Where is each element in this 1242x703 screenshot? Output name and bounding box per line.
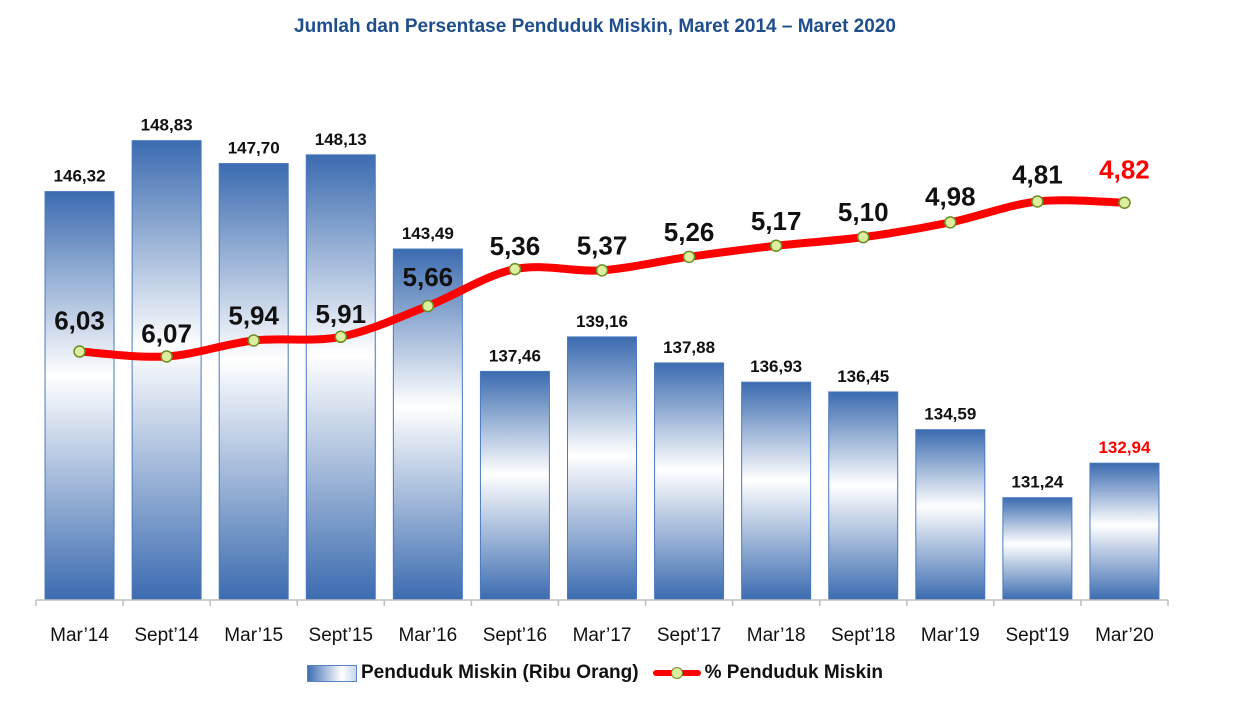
- line-value-label: 5,10: [838, 197, 889, 227]
- x-axis-tick-label: Sept’15: [309, 625, 373, 646]
- legend: Penduduk Miskin (Ribu Orang) % Penduduk …: [0, 662, 1190, 684]
- line-value-label: 5,91: [315, 299, 366, 329]
- line-point-marker: [682, 250, 696, 264]
- x-axis-tick-label: Sept’17: [657, 625, 721, 646]
- line-point-marker: [769, 239, 783, 253]
- line-point-marker: [160, 350, 173, 363]
- legend-item-line: % Penduduk Miskin: [652, 662, 884, 684]
- bar: [1002, 497, 1073, 601]
- x-axis-tick-labels: Mar’14 Sept’14 Mar’15 Sept’15 Mar’16 Sept’16 M…: [50, 625, 1154, 646]
- line-value-label: 5,17: [751, 206, 802, 236]
- bar: [741, 381, 812, 601]
- x-axis-tick-label: Sept'19: [1005, 625, 1069, 646]
- line-value-label: 4,82: [1099, 155, 1150, 185]
- bar-value-label: 132,94: [1098, 438, 1151, 457]
- bar-value-label: 143,49: [402, 224, 454, 243]
- bar-series: [44, 140, 1160, 601]
- line-point-marker: [1118, 196, 1131, 209]
- line-value-label: 4,98: [925, 181, 976, 211]
- bar-value-label: 137,88: [663, 338, 715, 357]
- bar: [131, 140, 202, 601]
- line-point-marker: [508, 262, 522, 276]
- line-point-marker: [856, 230, 870, 244]
- line-point-marker: [73, 345, 86, 358]
- bar-value-label: 136,45: [837, 367, 889, 386]
- legend-line-swatch: [652, 666, 701, 680]
- line-value-labels: 6,03 6,07 5,94 5,91 5,66 5,36 5,37 5,26 5,17 5,10…: [54, 155, 1150, 349]
- bar: [915, 429, 986, 601]
- line-series: [73, 195, 1131, 363]
- bar: [305, 154, 376, 601]
- bar: [1089, 462, 1160, 601]
- bar-value-label: 131,24: [1011, 473, 1064, 492]
- legend-item-bars: Penduduk Miskin (Ribu Orang): [306, 662, 639, 684]
- bar-value-label: 146,32: [54, 167, 106, 186]
- x-axis-tick-label: Mar’14: [50, 625, 109, 646]
- bar-value-label: 134,59: [924, 405, 976, 424]
- bar-value-label: 139,16: [576, 312, 628, 331]
- line-value-label: 4,81: [1012, 159, 1063, 189]
- line-point-marker: [944, 216, 957, 229]
- line-point-marker: [595, 264, 609, 277]
- x-axis-tick-label: Mar’18: [747, 625, 806, 646]
- x-axis-tick-label: Mar’19: [921, 625, 980, 646]
- line-point-marker: [247, 334, 260, 347]
- x-axis-tick-label: Mar’20: [1095, 625, 1154, 646]
- bar-value-label: 148,83: [141, 116, 193, 135]
- legend-bar-swatch: [306, 664, 357, 682]
- bar: [567, 336, 637, 601]
- line-value-label: 5,66: [403, 262, 454, 292]
- bar: [218, 163, 289, 601]
- line-point-marker: [334, 330, 348, 344]
- line-value-label: 5,94: [228, 300, 279, 330]
- bar: [44, 191, 115, 601]
- bar-value-label: 137,46: [489, 346, 541, 365]
- x-axis-tick-label: Sept’14: [134, 625, 199, 646]
- line-value-label: 5,26: [664, 217, 715, 247]
- legend-bar-label: Penduduk Miskin (Ribu Orang): [360, 662, 639, 683]
- bar: [654, 362, 725, 601]
- x-axis-tick-label: Mar’16: [398, 625, 457, 646]
- bar-value-labels: 146,32 148,83 147,70 148,13 143,49 137,46 139,…: [54, 116, 1151, 492]
- x-axis-tick-label: Sept’18: [831, 625, 895, 646]
- line-point-marker: [1031, 195, 1044, 208]
- bar-value-label: 136,93: [750, 357, 802, 376]
- bar-value-label: 147,70: [228, 139, 280, 158]
- line-point-marker: [421, 299, 435, 313]
- x-axis-tick-label: Sept’16: [483, 625, 547, 646]
- legend-line-label: % Penduduk Miskin: [704, 662, 884, 683]
- x-axis-tick-label: Mar’17: [573, 625, 632, 646]
- chart-title: Jumlah dan Persentase Penduduk Miskin, M…: [294, 16, 896, 37]
- x-axis-tick-label: Mar’15: [224, 625, 283, 646]
- bar-value-label: 148,13: [315, 130, 367, 149]
- line-value-label: 5,37: [577, 230, 628, 260]
- bar: [479, 370, 550, 601]
- x-axis: [35, 599, 1169, 606]
- bar: [828, 391, 899, 601]
- line-value-label: 5,36: [490, 231, 541, 261]
- line-value-label: 6,03: [54, 306, 105, 336]
- line-value-label: 6,07: [141, 318, 192, 348]
